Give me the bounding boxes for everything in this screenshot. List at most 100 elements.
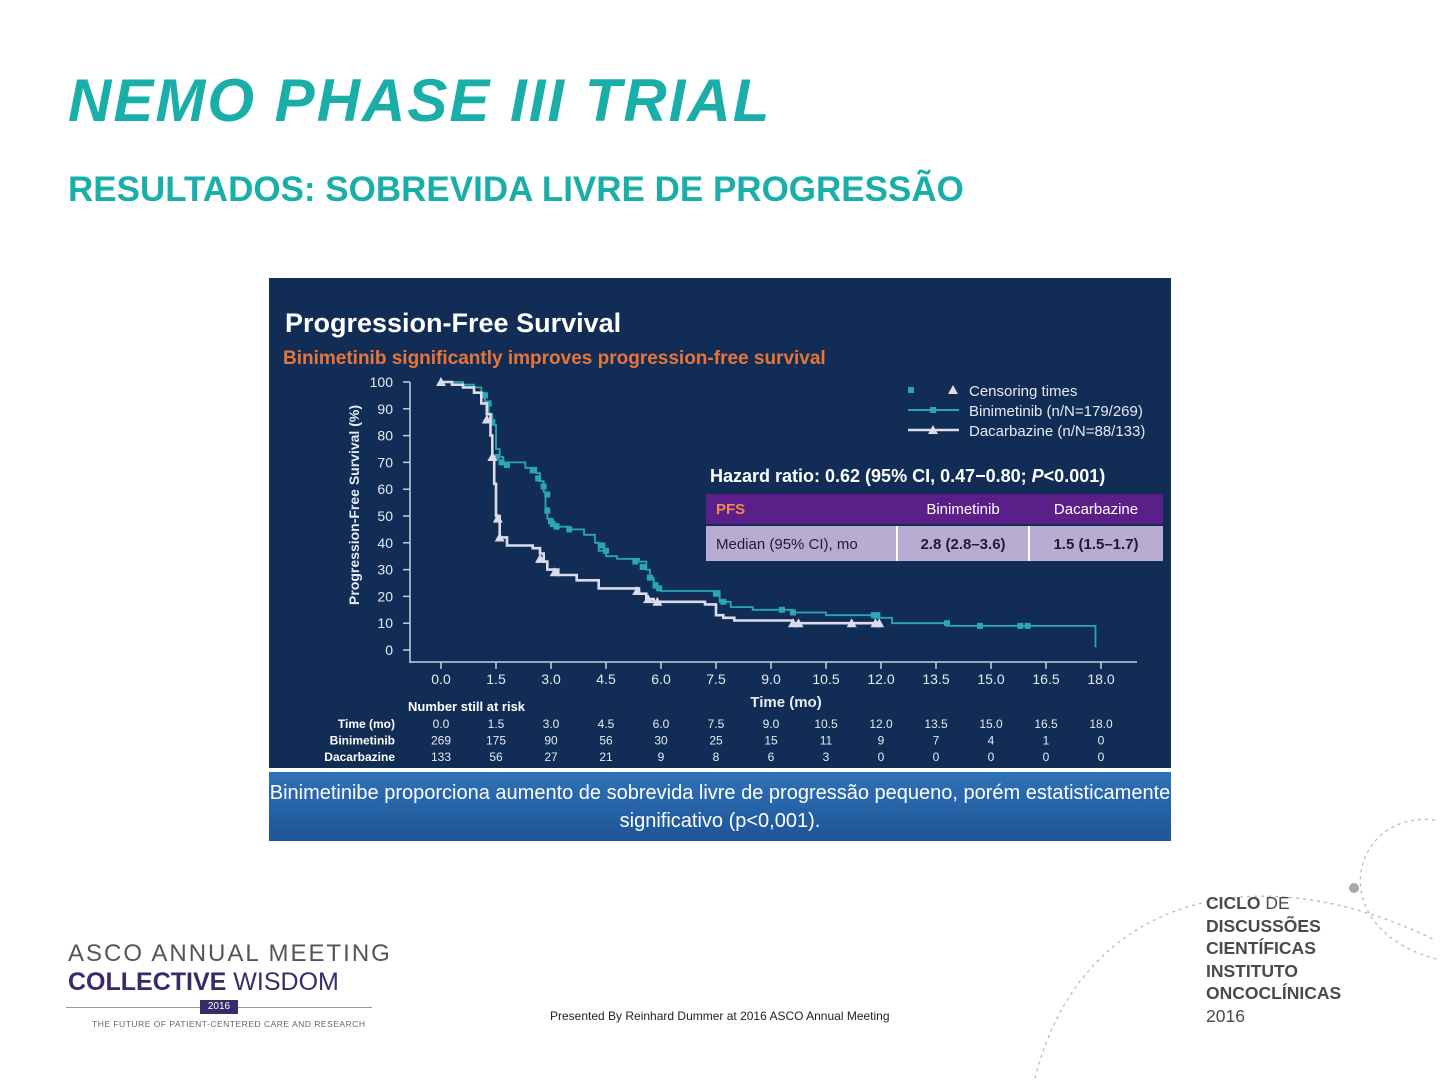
y-tick-label: 0 bbox=[385, 642, 393, 658]
x-tick-label: 9.0 bbox=[761, 671, 781, 687]
ciclo-logo-discussoes: DISCUSSÕES bbox=[1206, 915, 1321, 936]
censor-marker-binimetinib bbox=[713, 590, 719, 597]
x-tick-label: 15.0 bbox=[977, 671, 1004, 687]
axes bbox=[409, 382, 1137, 663]
y-tick-label: 90 bbox=[377, 401, 393, 417]
at-risk-row-label-dacarbazine: Dacarbazine bbox=[324, 750, 395, 764]
ciclo-logo-line6: 2016 bbox=[1206, 1005, 1245, 1026]
censor-marker-binimetinib bbox=[544, 507, 551, 514]
censor-marker-binimetinib bbox=[647, 574, 653, 581]
decorative-arc-outer bbox=[1359, 818, 1440, 961]
at-risk-value-dacarbazine: 9 bbox=[658, 750, 665, 764]
at-risk-value-dacarbazine: 0 bbox=[878, 750, 885, 764]
at-risk-value-time: 18.0 bbox=[1089, 717, 1113, 731]
censor-marker-binimetinib bbox=[1024, 622, 1031, 629]
x-tick-label: 10.5 bbox=[812, 671, 839, 687]
at-risk-value-binimetinib: 0 bbox=[1098, 734, 1105, 748]
at-risk-value-dacarbazine: 3 bbox=[823, 750, 830, 764]
censor-marker-dacarbazine bbox=[487, 452, 498, 462]
at-risk-value-time: 4.5 bbox=[598, 717, 615, 731]
censor-marker-dacarbazine bbox=[874, 618, 885, 628]
x-tick-label: 1.5 bbox=[486, 671, 506, 687]
at-risk-value-binimetinib: 56 bbox=[599, 734, 613, 748]
hazard-ratio-text: Hazard ratio: 0.62 (95% CI, 0.47−0.80; bbox=[710, 466, 1032, 486]
censor-marker-binimetinib bbox=[504, 462, 510, 469]
legend-dacarbazine-label: Dacarbazine (n/N=88/133) bbox=[969, 423, 1145, 440]
y-tick-label: 10 bbox=[377, 615, 393, 631]
at-risk-value-dacarbazine: 56 bbox=[489, 750, 503, 764]
censor-marker-binimetinib bbox=[553, 523, 560, 530]
censor-marker-dacarbazine bbox=[793, 618, 804, 628]
at-risk-value-dacarbazine: 133 bbox=[431, 750, 451, 764]
censor-marker-binimetinib bbox=[977, 622, 983, 629]
censor-marker-binimetinib bbox=[566, 526, 573, 533]
ciclo-logo: CICLO DE DISCUSSÕES CIENTÍFICAS INSTITUT… bbox=[1206, 892, 1341, 1027]
series-layer bbox=[436, 377, 1097, 648]
slide-title: NEMO PHASE III TRIAL bbox=[68, 67, 772, 134]
at-risk-value-binimetinib: 269 bbox=[431, 734, 451, 748]
at-risk-value-time: 15.0 bbox=[979, 717, 1003, 731]
asco-logo: ASCO ANNUAL MEETING COLLECTIVE WISDOM 20… bbox=[66, 940, 390, 1032]
y-tick-label: 100 bbox=[370, 374, 394, 390]
pfs-table-binimetinib-median: 2.8 (2.8–3.6) bbox=[920, 536, 1005, 553]
censor-marker-dacarbazine bbox=[643, 594, 654, 604]
y-tick-label: 50 bbox=[377, 508, 393, 524]
censor-marker-binimetinib bbox=[720, 598, 727, 605]
ciclo-logo-cientificas: CIENTÍFICAS bbox=[1206, 938, 1316, 958]
y-tick-label: 80 bbox=[377, 428, 393, 444]
at-risk-table: Number still at risk Time (mo) 0.0 1.5 3.0 4… bbox=[324, 699, 1113, 764]
legend-censoring-label: Censoring times bbox=[969, 383, 1077, 400]
asco-logo-year: 2016 bbox=[200, 1000, 238, 1014]
censor-marker-binimetinib bbox=[639, 563, 646, 570]
at-risk-value-binimetinib: 9 bbox=[878, 734, 885, 748]
x-tick-label: 16.5 bbox=[1032, 671, 1059, 687]
hazard-ratio: Hazard ratio: 0.62 (95% CI, 0.47−0.80; P… bbox=[710, 466, 1105, 486]
at-risk-value-time: 3.0 bbox=[543, 717, 560, 731]
y-tick-label: 40 bbox=[377, 535, 393, 551]
censor-marker-binimetinib bbox=[540, 483, 547, 490]
asco-logo-line1: ASCO ANNUAL MEETING bbox=[68, 940, 392, 967]
at-risk-value-dacarbazine: 0 bbox=[988, 750, 995, 764]
asco-logo-collective: COLLECTIVE bbox=[68, 968, 227, 996]
y-ticks: 0 10 20 30 40 50 60 70 80 90 100 bbox=[370, 374, 410, 658]
at-risk-rows: Time (mo) 0.0 1.5 3.0 4.5 6.0 7.5 9.0 10.5 12.0 13… bbox=[324, 717, 1113, 764]
pfs-table-dacarbazine-median: 1.5 (1.5–1.7) bbox=[1053, 536, 1138, 553]
censor-marker-dacarbazine bbox=[652, 596, 663, 606]
ciclo-logo-oncoclinicas: ONCOCLÍNICAS bbox=[1206, 983, 1342, 1003]
at-risk-value-time: 7.5 bbox=[708, 717, 725, 731]
censor-marker-binimetinib bbox=[498, 459, 505, 466]
x-tick-label: 3.0 bbox=[541, 671, 561, 687]
at-risk-value-binimetinib: 90 bbox=[544, 734, 558, 748]
pfs-table-header-binimetinib: Binimetinib bbox=[926, 501, 999, 518]
x-tick-label: 4.5 bbox=[596, 671, 616, 687]
x-ticks: 0.0 1.5 3.0 4.5 6.0 7.5 9.0 10.5 12.0 13.5 15.0 16.… bbox=[431, 662, 1115, 687]
decorative-dot bbox=[1349, 883, 1359, 893]
ciclo-logo-instituto: INSTITUTO bbox=[1206, 960, 1299, 981]
censor-marker-binimetinib bbox=[874, 612, 881, 619]
at-risk-title: Number still at risk bbox=[408, 699, 526, 714]
x-tick-label: 12.0 bbox=[867, 671, 894, 687]
censor-marker-binimetinib bbox=[544, 491, 551, 498]
ciclo-logo-line4: INSTITUTO bbox=[1206, 960, 1341, 983]
x-tick-label: 0.0 bbox=[431, 671, 451, 687]
y-tick-label: 30 bbox=[377, 562, 393, 578]
pfs-table-header-dacarbazine: Dacarbazine bbox=[1054, 501, 1138, 518]
series-line-dacarbazine bbox=[441, 380, 881, 625]
at-risk-row-label-binimetinib: Binimetinib bbox=[330, 734, 395, 748]
at-risk-value-binimetinib: 25 bbox=[709, 734, 723, 748]
censor-marker-dacarbazine bbox=[846, 618, 857, 628]
y-tick-label: 60 bbox=[377, 481, 393, 497]
at-risk-value-time: 9.0 bbox=[763, 717, 780, 731]
callout-box: Binimetinibe proporciona aumento de sobr… bbox=[269, 772, 1171, 841]
x-tick-label: 13.5 bbox=[922, 671, 949, 687]
at-risk-value-binimetinib: 175 bbox=[486, 734, 506, 748]
pfs-table-header-bg bbox=[706, 494, 1163, 524]
censor-marker-binimetinib bbox=[944, 620, 950, 627]
at-risk-value-dacarbazine: 8 bbox=[713, 750, 720, 764]
asco-logo-tagline: THE FUTURE OF PATIENT-CENTERED CARE AND … bbox=[92, 1019, 366, 1029]
legend-censor-triangle-icon bbox=[948, 385, 958, 394]
at-risk-value-dacarbazine: 0 bbox=[933, 750, 940, 764]
legend-binimetinib-marker bbox=[930, 407, 936, 413]
censor-marker-binimetinib bbox=[549, 521, 556, 528]
censor-marker-binimetinib bbox=[535, 475, 542, 482]
